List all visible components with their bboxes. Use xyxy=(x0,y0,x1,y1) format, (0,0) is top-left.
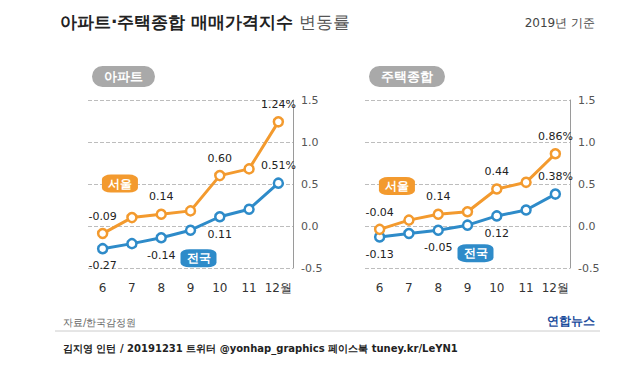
svg-text:0.51%: 0.51% xyxy=(261,159,296,172)
svg-text:11: 11 xyxy=(518,281,533,295)
svg-text:0.60: 0.60 xyxy=(208,152,233,165)
svg-text:1.5: 1.5 xyxy=(578,94,596,107)
svg-text:9: 9 xyxy=(464,281,472,295)
svg-text:0.12: 0.12 xyxy=(485,227,510,240)
svg-text:11: 11 xyxy=(241,281,256,295)
svg-text:0.14: 0.14 xyxy=(426,190,451,203)
svg-text:서울: 서울 xyxy=(108,177,132,191)
svg-text:1.0: 1.0 xyxy=(578,136,596,149)
svg-text:1.5: 1.5 xyxy=(301,94,319,107)
svg-text:주택종합: 주택종합 xyxy=(381,69,433,84)
svg-text:-0.13: -0.13 xyxy=(365,248,393,261)
svg-text:10: 10 xyxy=(489,281,504,295)
svg-text:0.0: 0.0 xyxy=(301,220,319,233)
svg-text:김지영 인턴 / 20191231 트위터 @yonhap_: 김지영 인턴 / 20191231 트위터 @yonhap_graphics 페… xyxy=(63,343,458,355)
svg-text:10: 10 xyxy=(212,281,227,295)
svg-text:-0.5: -0.5 xyxy=(578,262,599,275)
svg-text:변동률: 변동률 xyxy=(293,12,349,32)
svg-text:1.0: 1.0 xyxy=(301,136,319,149)
svg-text:12월: 12월 xyxy=(265,281,292,295)
svg-text:0.5: 0.5 xyxy=(578,178,596,191)
svg-text:2019년 기준: 2019년 기준 xyxy=(525,16,595,30)
svg-text:연합뉴스: 연합뉴스 xyxy=(547,314,595,328)
svg-text:-0.5: -0.5 xyxy=(301,262,322,275)
svg-text:-0.05: -0.05 xyxy=(424,241,452,254)
svg-text:6: 6 xyxy=(376,281,384,295)
svg-text:0.14: 0.14 xyxy=(149,190,174,203)
svg-text:-0.14: -0.14 xyxy=(147,249,175,262)
svg-text:7: 7 xyxy=(128,281,136,295)
svg-text:서울: 서울 xyxy=(385,179,409,193)
svg-text:8: 8 xyxy=(434,281,442,295)
svg-text:-0.27: -0.27 xyxy=(88,259,116,272)
svg-text:8: 8 xyxy=(157,281,165,295)
svg-text:0.44: 0.44 xyxy=(485,165,510,178)
svg-text:아파트·주택종합 매매가격지수: 아파트·주택종합 매매가격지수 xyxy=(60,12,293,32)
svg-text:6: 6 xyxy=(99,281,107,295)
svg-text:7: 7 xyxy=(405,281,413,295)
svg-text:9: 9 xyxy=(187,281,195,295)
svg-text:0.86%: 0.86% xyxy=(538,130,573,143)
svg-text:1.24%: 1.24% xyxy=(261,98,296,111)
svg-text:12월: 12월 xyxy=(542,281,569,295)
svg-text:아파트: 아파트 xyxy=(104,69,143,84)
svg-text:-0.09: -0.09 xyxy=(88,210,116,223)
svg-text:-0.04: -0.04 xyxy=(365,206,393,219)
svg-text:0.0: 0.0 xyxy=(578,220,596,233)
svg-text:전국: 전국 xyxy=(464,246,488,260)
svg-text:0.5: 0.5 xyxy=(301,178,319,191)
svg-text:0.11: 0.11 xyxy=(208,228,233,241)
svg-text:0.38%: 0.38% xyxy=(538,170,573,183)
svg-text:자료/한국감정원: 자료/한국감정원 xyxy=(63,317,136,328)
svg-text:전국: 전국 xyxy=(187,251,211,265)
